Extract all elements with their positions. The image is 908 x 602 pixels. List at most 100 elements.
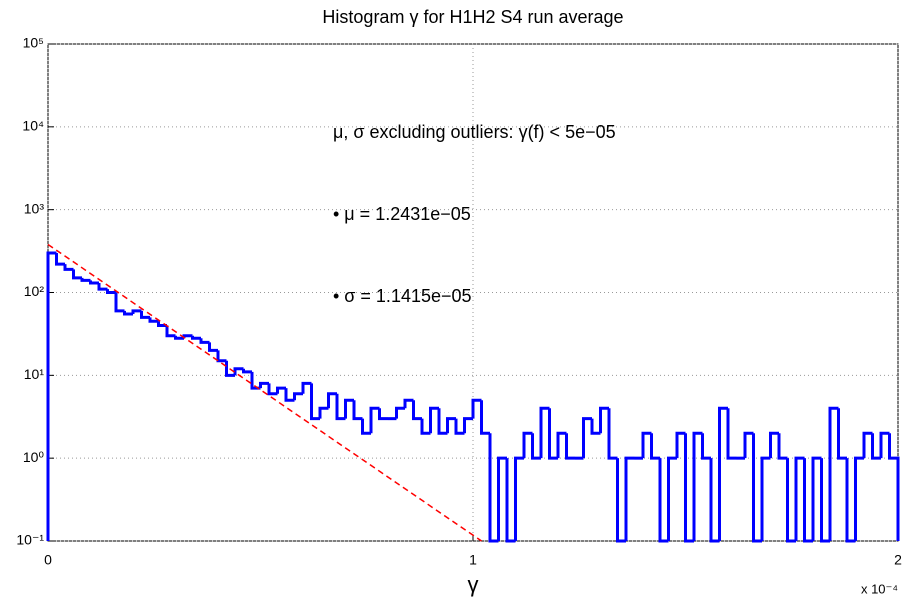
y-tick-label: 10⁵: [23, 35, 44, 51]
histogram-step: [794, 456, 805, 541]
histogram-step: [641, 431, 652, 459]
histogram-step: [828, 406, 839, 541]
histogram-step: [726, 408, 737, 460]
histogram-step: [505, 458, 516, 543]
histogram-step: [327, 392, 337, 409]
histogram-step: [769, 431, 779, 459]
histogram-step: [616, 458, 626, 543]
histogram-step: [743, 431, 754, 459]
histogram-step: [429, 406, 439, 434]
histogram-step: [718, 406, 728, 541]
histogram-step: [446, 417, 456, 434]
annotation: μ, σ excluding outliers: γ(f) < 5e−05: [333, 122, 616, 142]
histogram-step: [318, 406, 329, 419]
histogram-step: [131, 309, 142, 315]
histogram-step: [556, 431, 567, 459]
histogram-step: [284, 388, 295, 402]
histogram-step: [845, 458, 856, 543]
histogram-step: [463, 417, 473, 434]
histogram-step: [522, 431, 533, 459]
histogram-step: [539, 406, 550, 459]
x-tick-label: 1: [469, 552, 477, 568]
histogram-step: [803, 458, 813, 543]
histogram-step: [599, 406, 609, 434]
histogram-step: [420, 418, 431, 435]
histogram-step: [854, 456, 864, 541]
histogram-step: [293, 392, 303, 401]
histogram-step: [301, 381, 312, 394]
histogram-step: [624, 456, 635, 541]
histogram-step: [395, 406, 405, 419]
histogram-step: [199, 338, 210, 344]
histogram-step: [607, 408, 618, 460]
histogram-step: [55, 252, 65, 266]
x-axis-label: γ: [468, 572, 479, 597]
histogram-step: [242, 368, 252, 374]
histogram-step: [369, 406, 380, 434]
histogram-step: [692, 431, 703, 541]
annotation: • σ = 1.1415e−05: [333, 286, 472, 306]
histogram-step: [667, 456, 677, 541]
y-tick-label: 10⁰: [23, 449, 45, 465]
histogram-step: [497, 456, 507, 541]
histogram-step: [590, 418, 601, 435]
histogram-step: [879, 431, 890, 459]
histogram-step: [888, 433, 900, 541]
x-multiplier: x 10⁻⁴: [861, 581, 898, 596]
histogram-step: [684, 433, 694, 543]
histogram-step: [225, 360, 235, 377]
histogram-step: [837, 408, 847, 460]
histogram-step: [267, 383, 278, 396]
histogram-step: [531, 433, 541, 460]
histogram-step: [403, 398, 414, 409]
histogram-step: [378, 408, 388, 421]
histogram-step: [344, 398, 354, 419]
histogram-step: [548, 408, 558, 460]
histogram-step: [752, 433, 762, 543]
histogram-step: [454, 418, 465, 435]
x-tick-label: 2: [894, 552, 902, 568]
histogram-step: [514, 456, 524, 541]
fit-line: [47, 243, 482, 542]
histogram-step: [820, 458, 830, 543]
y-tick-label: 10³: [24, 200, 45, 216]
histogram-step: [760, 456, 771, 541]
histogram-step: [565, 433, 575, 460]
y-tick-label: 10⁴: [22, 118, 44, 134]
histogram-step: [140, 310, 150, 319]
histogram-step: [777, 433, 788, 460]
histogram-step: [276, 386, 286, 394]
histogram-step: [148, 317, 159, 323]
histogram-step: [675, 431, 686, 459]
histogram-step: [361, 418, 371, 435]
histogram-step: [437, 408, 448, 435]
histogram-step: [488, 433, 499, 543]
histogram-step: [233, 367, 244, 376]
histogram-step: [46, 251, 57, 541]
histogram-step: [165, 325, 176, 338]
histogram-step: [335, 393, 346, 421]
y-tick-label: 10²: [24, 283, 45, 299]
histogram-step: [658, 458, 669, 543]
histogram-step: [89, 280, 99, 285]
histogram-step: [63, 264, 74, 271]
histogram-step: [701, 433, 711, 460]
histogram-step: [871, 433, 881, 460]
histogram-step: [352, 400, 363, 421]
histogram-step: [80, 277, 91, 282]
histogram-step: [97, 283, 108, 291]
annotation: • μ = 1.2431e−05: [333, 204, 471, 224]
histogram-step: [123, 310, 133, 316]
histogram-step: [650, 433, 660, 460]
histogram-step: [157, 321, 167, 327]
histogram-step: [174, 335, 184, 340]
y-tick-label: 10⁻¹: [16, 532, 44, 548]
histogram-step: [72, 269, 82, 280]
x-tick-label: 0: [44, 552, 52, 568]
histogram-step: [786, 458, 796, 543]
histogram-step: [259, 381, 269, 389]
histogram-step: [191, 335, 201, 340]
histogram-step: [862, 431, 873, 459]
histogram-step: [208, 342, 218, 352]
